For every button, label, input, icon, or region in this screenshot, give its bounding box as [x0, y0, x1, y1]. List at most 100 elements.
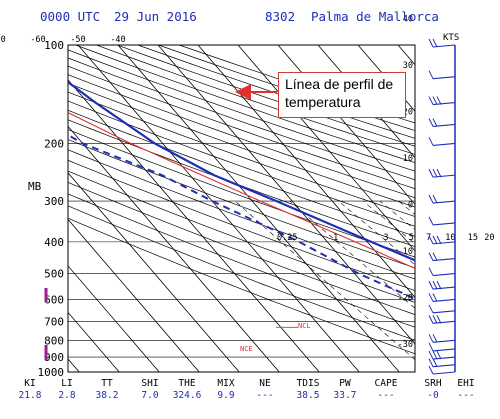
header-time: 0000 UTC	[40, 9, 101, 24]
wind-barb-feather	[428, 194, 434, 204]
right-temperature-tick-label: -20	[398, 293, 413, 303]
pressure-tick-label: 900	[44, 351, 64, 364]
y-axis-label: MB	[28, 180, 42, 193]
axis-layer: 1002003004005006007008009001000-110-100-…	[0, 14, 494, 379]
dry-adiabat	[68, 82, 415, 208]
isotherm	[68, 358, 80, 372]
pressure-tick-label: 400	[44, 236, 64, 249]
mixing-ratio-line	[289, 200, 415, 309]
mixing-ratio-line	[436, 201, 500, 372]
dry-adiabat	[68, 91, 415, 217]
pressure-tick-label: 800	[44, 334, 64, 347]
index-label: CAPE	[374, 378, 398, 389]
temperature-profile-callout: Línea de perfil de temperatura	[278, 72, 406, 118]
index-label: TDIS	[296, 378, 320, 389]
mixing-ratio-label: 0.25	[277, 233, 297, 243]
pressure-tick-label: 200	[44, 137, 64, 150]
dewpoint-line	[68, 133, 415, 300]
dry-adiabat	[68, 129, 415, 258]
nce-label: NCE	[240, 345, 253, 353]
wind-barb-feather	[428, 365, 434, 375]
wind-barb-feather	[436, 350, 442, 360]
wind-barb-feather	[428, 334, 434, 343]
mixing-ratio-line	[398, 200, 415, 215]
mixing-ratio-label: 3	[383, 233, 388, 243]
dry-adiabat	[68, 139, 415, 269]
pressure-tick-label: 500	[44, 268, 64, 281]
dry-adiabat	[68, 100, 415, 227]
grid-layer	[0, 45, 500, 372]
wind-barb-feather	[428, 137, 434, 146]
isotherm	[68, 172, 240, 372]
wind-barb	[432, 76, 456, 80]
mixing-ratio-label: 5	[409, 233, 414, 243]
wind-barb-feather	[428, 96, 434, 105]
wind-barb-feather	[428, 293, 434, 302]
mixing-ratio-label: 20	[484, 233, 494, 243]
mixing-ratio-line	[234, 200, 415, 361]
pressure-tick-label: 100	[44, 39, 64, 52]
isotherm	[68, 265, 160, 372]
wind-barb-feather	[428, 216, 434, 226]
mixing-ratio-label: 7	[426, 233, 431, 243]
right-temperature-tick-label: 20	[403, 107, 413, 117]
index-label: PW	[339, 378, 351, 389]
index-label: TT	[101, 378, 113, 389]
wind-barb-feather	[428, 118, 434, 127]
index-label: THE	[178, 378, 196, 389]
header-date: 29 Jun 2016	[114, 9, 197, 24]
header-station-id: 8302	[265, 9, 296, 24]
index-value: 33.7	[333, 390, 357, 401]
wind-barb-feather	[428, 38, 434, 48]
wind-barb	[432, 348, 456, 352]
wind-barb-feather	[436, 96, 442, 105]
wind-barb-feather	[432, 350, 438, 360]
wind-barb-feather	[428, 70, 434, 79]
wind-barb-feather	[432, 168, 438, 178]
top-temperature-tick-label: -50	[70, 35, 85, 45]
index-value: 7.0	[141, 390, 159, 401]
index-value: 21.8	[18, 390, 42, 401]
wind-barb-feather	[428, 168, 434, 178]
wind-units-label: KTS	[443, 33, 459, 43]
isotherm	[68, 125, 280, 372]
right-temperature-tick-label: 10	[403, 154, 413, 164]
index-value: -0	[427, 390, 439, 401]
wind-barb-feather	[432, 235, 438, 245]
index-value: 324.6	[172, 390, 202, 401]
isotherm	[68, 218, 200, 372]
ncl-label: NCL	[298, 322, 311, 330]
wind-barb-feather	[432, 118, 438, 127]
header-station-name: Palma de Mallorca	[311, 9, 439, 24]
wind-barb	[432, 273, 456, 277]
wind-barb-feather	[436, 168, 442, 178]
index-value: 9.9	[217, 390, 235, 401]
wind-barb-feather	[428, 358, 434, 367]
wind-barb-feather	[432, 334, 438, 343]
wind-barb-feather	[436, 315, 442, 324]
wind-barb-feather	[428, 315, 434, 324]
wind-barb-feather	[436, 235, 442, 245]
index-label: NE	[259, 378, 271, 389]
mixing-ratio-label: 15	[468, 233, 478, 243]
wind-barb-feather	[436, 280, 442, 290]
wind-barb-feather	[432, 280, 438, 290]
wind-barb-feather	[428, 280, 434, 290]
isotherm	[0, 45, 39, 372]
dry-adiabat	[68, 193, 415, 328]
wind-profile	[428, 38, 456, 375]
dry-adiabat	[68, 159, 415, 291]
pressure-tick-label: 600	[44, 293, 64, 306]
top-temperature-tick-label: -70	[0, 35, 6, 45]
top-temperature-tick-label: -60	[30, 35, 45, 45]
wind-barb-feather	[432, 96, 438, 105]
mixing-ratio-label: 1	[333, 233, 338, 243]
right-temperature-tick-label: 0	[408, 200, 413, 210]
isotherm	[397, 45, 415, 66]
dry-adiabat	[68, 170, 415, 303]
wind-barb-feather	[432, 194, 438, 204]
wind-barb	[432, 310, 456, 314]
wind-barb-feather	[428, 267, 434, 276]
pressure-tick-label: 1000	[38, 366, 65, 379]
